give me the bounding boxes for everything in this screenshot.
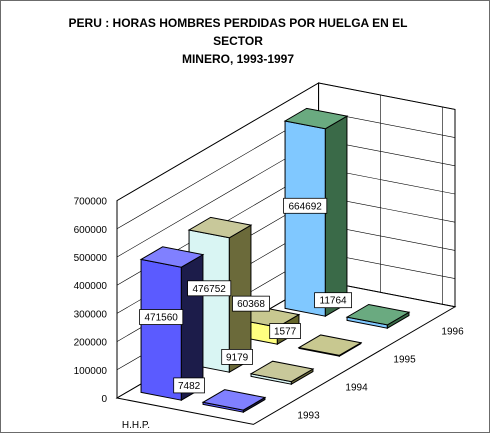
y-tick-label: 600000 xyxy=(74,225,108,236)
data-label: 1577 xyxy=(274,327,297,338)
depth-label: 1993 xyxy=(297,410,320,421)
y-tick-label: 100000 xyxy=(74,366,108,377)
data-label-box xyxy=(139,309,184,325)
depth-label: 1996 xyxy=(441,326,464,337)
data-label: 7482 xyxy=(178,381,201,392)
y-tick-label: 700000 xyxy=(74,197,108,208)
depth-label: 1995 xyxy=(393,354,416,365)
bar-top-1993-1 xyxy=(201,389,267,411)
bar-top-1994-0 xyxy=(187,216,253,239)
chart-title-line-2: MINERO, 1993-1997 xyxy=(181,52,295,66)
y-tick-label: 300000 xyxy=(74,309,108,320)
bar-top-1993-0 xyxy=(139,246,205,268)
chart-title: PERU : HORAS HOMBRES PERDIDAS POR HUELGA… xyxy=(48,14,428,68)
data-label: 11764 xyxy=(320,296,348,307)
y-tick-label: 500000 xyxy=(74,253,108,264)
data-label-box xyxy=(232,295,270,312)
chart-title-line-1: PERU : HORAS HOMBRES PERDIDAS POR HUELGA… xyxy=(68,16,408,48)
category-label: H.H.P. xyxy=(122,420,150,431)
data-label-box xyxy=(221,349,253,365)
y-tick-label: 0 xyxy=(101,394,107,405)
data-label-box xyxy=(173,377,205,394)
data-label: 476752 xyxy=(193,284,227,295)
data-label-box xyxy=(283,197,328,214)
bar-top-1995-1 xyxy=(297,334,363,356)
bar-top-1996-1 xyxy=(345,303,411,326)
bar-top-1994-1 xyxy=(249,360,315,383)
gridline xyxy=(116,82,456,201)
data-label-box xyxy=(314,292,353,309)
bar-side-1996-0 xyxy=(324,115,348,318)
depth-label: 1994 xyxy=(345,382,368,393)
data-label: 60368 xyxy=(237,299,265,310)
y-tick-label: 200000 xyxy=(74,338,108,349)
bar-top-1996-0 xyxy=(283,107,349,130)
y-tick-label: 400000 xyxy=(74,281,108,292)
data-label: 664692 xyxy=(289,201,323,212)
data-label: 471560 xyxy=(145,313,179,324)
data-label-box xyxy=(269,323,301,339)
data-label-box xyxy=(187,280,232,297)
data-label: 9179 xyxy=(226,352,249,363)
bar-front-1996-0 xyxy=(284,120,326,317)
